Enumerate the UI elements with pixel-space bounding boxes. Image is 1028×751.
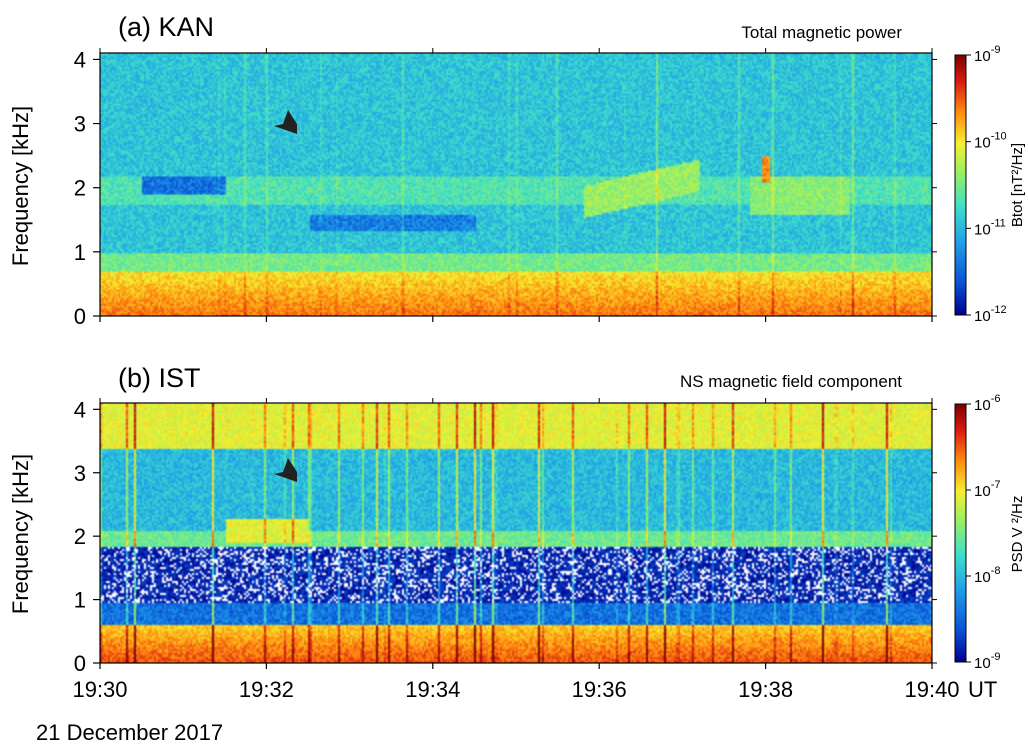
x-tick-label: 19:34 <box>405 677 460 702</box>
panel-b-frame <box>99 402 933 664</box>
panel-a-arrowhead-icon <box>274 110 297 134</box>
y-tick-label: 0 <box>74 651 86 676</box>
panel-b-colorbar <box>954 403 967 663</box>
time-axis-labels: 19:30 19:32 19:34 19:36 19:38 19:40 UT <box>72 677 997 702</box>
colorbar-tick-label: 10-12 <box>974 304 1007 325</box>
panel-b-spectrogram <box>100 403 932 663</box>
panel-b-axes: 0 1 2 3 4 <box>74 397 937 676</box>
x-tick-label: 19:36 <box>572 677 627 702</box>
y-tick-label: 0 <box>74 304 86 329</box>
panel-a-label: (a) KAN <box>118 12 214 42</box>
panel-b: (b) IST NS magnetic field component 0 1 2 3… <box>8 363 1026 676</box>
x-tick-label: 19:38 <box>738 677 793 702</box>
y-tick-label: 1 <box>74 588 86 613</box>
panel-b-title: NS magnetic field component <box>680 372 902 391</box>
panel-a-axes: 0 1 2 3 4 <box>74 47 937 329</box>
x-tick-label: 19:40 <box>904 677 959 702</box>
panel-b-label: (b) IST <box>118 363 201 393</box>
colorbar-tick-label: 10-6 <box>974 393 1000 414</box>
panel-a-title: Total magnetic power <box>741 23 902 42</box>
colorbar-tick-label: 10-9 <box>974 44 1000 65</box>
panel-a-colorbar <box>954 54 967 316</box>
y-tick-label: 4 <box>74 397 86 422</box>
panel-a-colorbar-label: Btot [nT²/Hz] <box>1009 143 1026 227</box>
colorbar-tick-label: 10-9 <box>974 651 1000 672</box>
panel-b-colorbar-label: PSD V ²/Hz <box>1009 496 1026 573</box>
panel-a: (a) KAN Total magnetic power 0 1 2 3 4 Frequ… <box>8 12 1026 329</box>
panel-b-colorbar-ticks: 10-6 10-7 10-8 10-9 <box>966 393 1000 672</box>
colorbar-tick-label: 10-7 <box>974 479 1000 500</box>
x-tick-label: 19:32 <box>239 677 294 702</box>
y-tick-label: 2 <box>74 524 86 549</box>
y-tick-label: 2 <box>74 176 86 201</box>
panel-a-colorbar-ticks: 10-9 10-10 10-11 10-12 <box>966 44 1007 325</box>
date-label: 21 December 2017 <box>36 720 223 745</box>
colorbar-tick-label: 10-10 <box>974 131 1007 152</box>
x-unit-label: UT <box>968 677 997 702</box>
y-tick-label: 3 <box>74 461 86 486</box>
colorbar-tick-label: 10-8 <box>974 565 1000 586</box>
x-tick-label: 19:30 <box>72 677 127 702</box>
y-tick-label: 4 <box>74 47 86 72</box>
panel-b-ylabel: Frequency [kHz] <box>8 454 33 614</box>
panel-a-ylabel: Frequency [kHz] <box>8 106 33 266</box>
panel-a-frame <box>99 52 933 317</box>
colorbar-tick-label: 10-11 <box>974 217 1006 238</box>
panel-a-spectrogram <box>100 53 932 316</box>
y-tick-label: 3 <box>74 112 86 137</box>
panel-b-arrowhead-icon <box>274 458 297 482</box>
y-tick-label: 1 <box>74 240 86 265</box>
